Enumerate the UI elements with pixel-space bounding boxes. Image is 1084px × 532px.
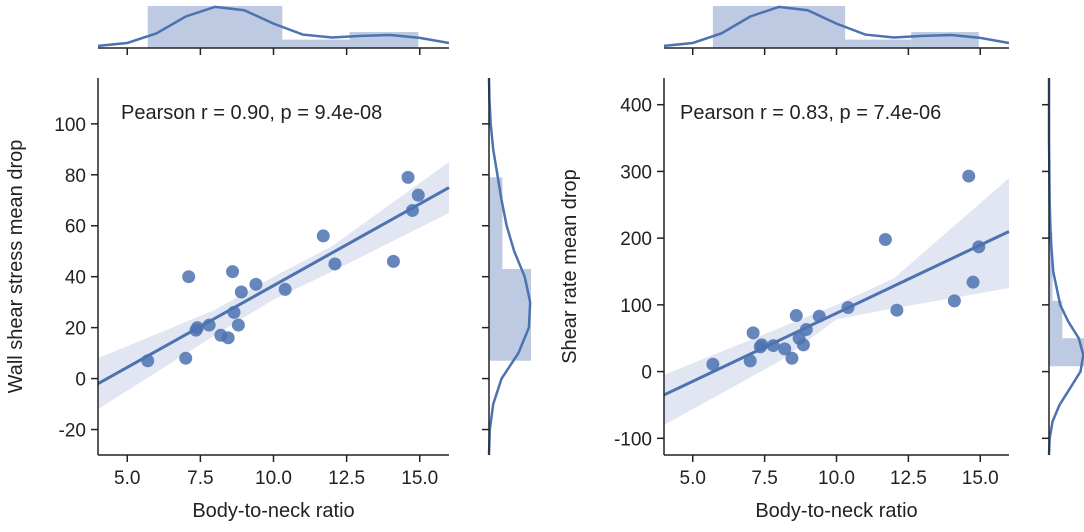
data-point xyxy=(778,342,792,356)
marginal-x-kde xyxy=(663,5,1010,48)
data-point xyxy=(179,351,193,365)
y-tick-label: 0 xyxy=(641,363,652,384)
data-point xyxy=(328,257,342,271)
data-point xyxy=(743,354,757,368)
regression-line xyxy=(97,186,450,385)
y-tick-label: 400 xyxy=(620,96,652,117)
data-point xyxy=(796,338,810,352)
marginal-x-bar xyxy=(845,39,912,48)
data-point xyxy=(202,318,216,332)
regression-line xyxy=(663,230,1010,397)
y-tick-label: 300 xyxy=(620,162,652,183)
data-point xyxy=(249,277,263,291)
data-point xyxy=(966,275,980,289)
marginal-y-kde xyxy=(1047,78,1084,456)
data-point xyxy=(841,301,855,315)
data-point xyxy=(962,169,976,183)
x-tick-label: 10.0 xyxy=(818,468,855,489)
data-point xyxy=(812,309,826,323)
data-point xyxy=(947,294,961,308)
x-axis-label: Body-to-neck ratio xyxy=(192,500,354,522)
x-tick-label: 7.5 xyxy=(751,468,777,489)
y-tick-label: 0 xyxy=(75,370,86,391)
pearson-annotation: Pearson r = 0.90, p = 9.4e-08 xyxy=(121,102,382,124)
marginal-y-bar xyxy=(1049,231,1053,301)
marginal-y-bar xyxy=(1049,338,1084,367)
data-point xyxy=(386,254,400,268)
top-marginal xyxy=(663,5,1010,55)
x-tick-label: 5.0 xyxy=(680,468,706,489)
marginal-y-kde xyxy=(487,77,532,456)
data-point xyxy=(231,318,245,332)
data-point xyxy=(316,229,330,243)
data-point xyxy=(227,305,241,319)
data-point xyxy=(878,232,892,246)
marginal-x-bar xyxy=(712,6,846,48)
data-point xyxy=(190,321,204,335)
y-tick-label: 100 xyxy=(620,296,652,317)
data-point xyxy=(766,339,780,353)
data-point xyxy=(706,357,720,371)
x-axis-label: Body-to-neck ratio xyxy=(755,500,917,522)
x-tick-label: 15.0 xyxy=(962,468,999,489)
y-tick-label: 60 xyxy=(65,217,86,238)
data-point xyxy=(182,270,196,284)
pearson-annotation: Pearson r = 0.83, p = 7.4e-06 xyxy=(680,102,941,124)
data-point xyxy=(221,331,235,345)
marginal-x-kde xyxy=(97,5,450,48)
data-point xyxy=(411,188,425,202)
data-point xyxy=(405,203,419,217)
y-axis-label: Shear rate mean drop xyxy=(559,169,581,364)
y-tick-label: 20 xyxy=(65,319,86,340)
side-marginal xyxy=(1042,78,1084,456)
chart-right: 5.0 7.5 10.0 12.5 15.0 -100 0 100 200 300 400 Body-… xyxy=(559,5,1084,522)
marginal-x-bar xyxy=(147,6,283,48)
marginal-y-bar xyxy=(1049,300,1063,339)
marginal-y-bar xyxy=(489,269,531,361)
x-tick-label: 5.0 xyxy=(114,468,140,489)
y-tick-label: 100 xyxy=(54,115,86,136)
y-tick-label: 200 xyxy=(620,229,652,250)
data-point xyxy=(972,240,986,254)
data-point xyxy=(755,338,769,352)
data-point xyxy=(746,326,760,340)
y-tick-label: 80 xyxy=(65,166,86,187)
data-point xyxy=(890,303,904,317)
side-marginal xyxy=(482,77,532,456)
x-tick-label: 12.5 xyxy=(328,468,365,489)
x-tick-label: 7.5 xyxy=(187,468,213,489)
data-point xyxy=(789,309,803,323)
data-point xyxy=(278,282,292,296)
data-point xyxy=(401,170,415,184)
data-point xyxy=(141,354,155,368)
y-tick-label: 40 xyxy=(65,268,86,289)
x-tick-label: 10.0 xyxy=(255,468,292,489)
chart-left: 5.0 7.5 10.0 12.5 15.0 -20 0 20 40 60 80 100 Body-to… xyxy=(5,5,532,522)
top-marginal xyxy=(97,5,450,55)
data-point xyxy=(234,285,248,299)
y-tick-label: -100 xyxy=(614,429,652,450)
x-tick-label: 12.5 xyxy=(890,468,927,489)
data-point xyxy=(785,351,799,365)
data-point xyxy=(799,323,813,337)
data-point xyxy=(226,265,240,279)
y-axis-label: Wall shear stress mean drop xyxy=(5,140,27,394)
marginal-y-bar xyxy=(489,177,503,270)
y-tick-label: -20 xyxy=(59,421,86,442)
x-tick-label: 15.0 xyxy=(401,468,438,489)
marginal-x-bar xyxy=(282,39,350,48)
